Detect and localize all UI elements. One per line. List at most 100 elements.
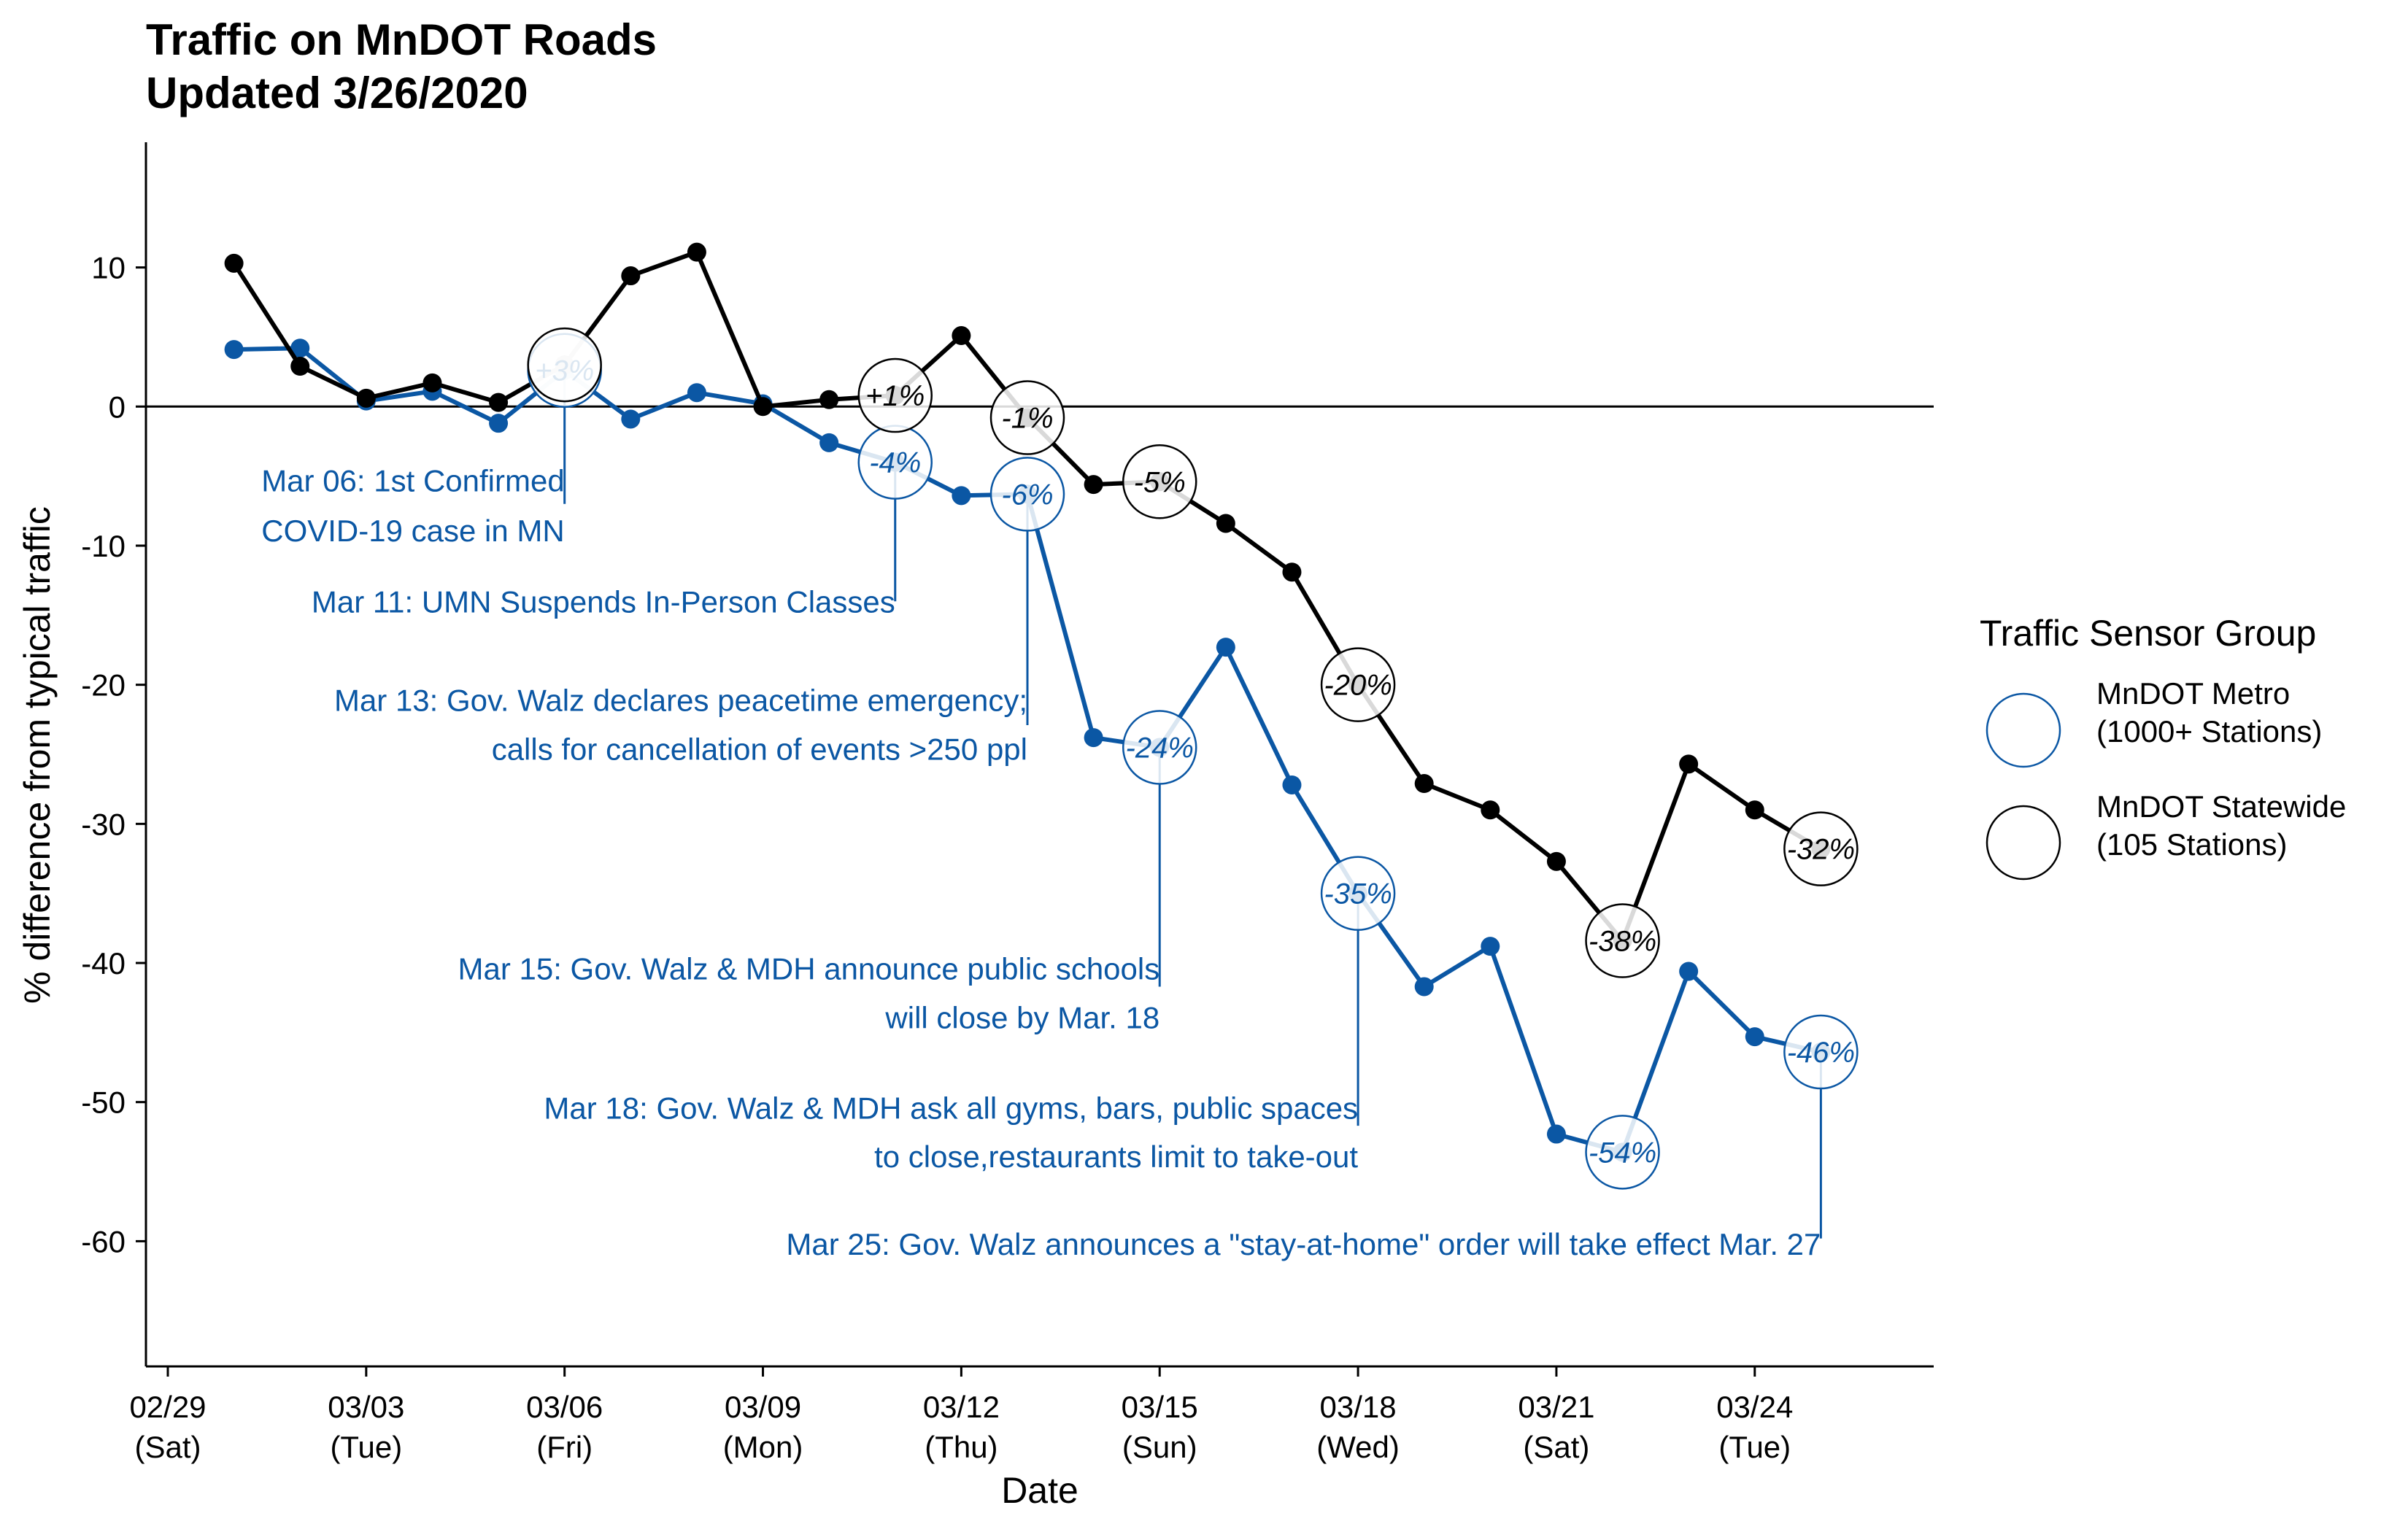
x-tick-label: 03/21 [1518, 1390, 1594, 1424]
value-bubble-label: -35% [1324, 878, 1392, 910]
y-tick-label: -40 [81, 946, 126, 980]
legend-label-metro-line1: MnDOT Metro [2096, 676, 2290, 711]
annotation-text: COVID-19 case in MN [261, 514, 564, 548]
annotation-text: Mar 25: Gov. Walz announces a "stay-at-h… [786, 1227, 1821, 1261]
annotation-text: to close,restaurants limit to take-out [874, 1140, 1358, 1174]
x-axis-ticks: 02/29 (Sat) 03/03 (Tue) 03/06 (Fri) 03/09 (Mon)… [129, 1366, 1793, 1464]
x-tick-label: 02/29 [129, 1390, 206, 1424]
x-tick-sublabel: (Fri) [536, 1430, 593, 1464]
y-tick-label: -10 [81, 529, 126, 563]
metro-data-point [1481, 937, 1500, 956]
value-bubble [1122, 444, 1197, 519]
y-axis-ticks: 10 0 -10 -20 -30 -40 -50 -60 [81, 251, 146, 1258]
legend-title: Traffic Sensor Group [1980, 613, 2316, 654]
x-tick-label: 03/09 [725, 1390, 801, 1424]
chart-subtitle: Updated 3/26/2020 [146, 69, 528, 117]
x-tick-sublabel: (Sat) [1523, 1430, 1589, 1464]
value-bubble-label: -46% [1787, 1037, 1855, 1069]
chart-title: Traffic on MnDOT Roads [146, 15, 657, 64]
x-tick-label: 03/12 [923, 1390, 1000, 1424]
x-axis-title: Date [1001, 1470, 1078, 1511]
statewide-data-point [422, 373, 442, 392]
y-axis-title: % difference from typical traffic [17, 506, 58, 1004]
x-tick-sublabel: (Tue) [1718, 1430, 1791, 1464]
x-tick-sublabel: (Sat) [134, 1430, 201, 1464]
statewide-data-point [1084, 475, 1103, 495]
x-tick-label: 03/18 [1320, 1390, 1397, 1424]
annotation-text: Mar 13: Gov. Walz declares peacetime eme… [334, 684, 1027, 718]
legend-key-metro [1986, 692, 2061, 768]
y-tick-label: 10 [91, 251, 126, 285]
annotation-text: Mar 15: Gov. Walz & MDH announce public … [458, 952, 1159, 986]
value-bubble [1783, 811, 1859, 886]
metro-data-point [224, 340, 244, 360]
metro-data-point [1546, 1124, 1566, 1144]
value-bubble-label: -1% [1001, 403, 1053, 435]
value-bubble [1320, 647, 1396, 722]
metro-data-point [1414, 977, 1434, 997]
statewide-data-point [687, 242, 706, 262]
statewide-data-point [1481, 800, 1500, 820]
x-tick-label: 03/24 [1716, 1390, 1793, 1424]
statewide-data-point [952, 326, 971, 346]
x-tick-sublabel: (Thu) [925, 1430, 997, 1464]
value-bubble [1585, 903, 1660, 978]
bubble-layer: +3%-4%-6%-24%-35%-54%-46%+1%-1%-5%-20%-3… [527, 327, 1859, 1190]
metro-data-point [290, 338, 310, 358]
x-tick-label: 03/03 [328, 1390, 404, 1424]
legend-label-metro-line2: (1000+ Stations) [2096, 714, 2322, 748]
annotation-text: Mar 11: UMN Suspends In-Person Classes [312, 584, 895, 619]
statewide-data-point [1216, 514, 1235, 533]
value-bubble [1320, 856, 1396, 931]
statewide-data-point [489, 392, 509, 412]
value-bubble [1585, 1115, 1660, 1190]
metro-data-point [489, 414, 509, 433]
value-bubble-label: -5% [1134, 466, 1186, 498]
legend-key-statewide [1986, 805, 2061, 881]
x-tick-label: 03/15 [1122, 1390, 1198, 1424]
statewide-data-point [1745, 800, 1764, 820]
statewide-data-point [1546, 851, 1566, 871]
statewide-data-point [290, 356, 310, 376]
metro-data-point [1745, 1027, 1764, 1047]
value-bubble-label: -24% [1126, 732, 1194, 764]
value-bubble-label: -38% [1589, 926, 1656, 958]
legend-label-statewide-line1: MnDOT Statewide [2096, 789, 2346, 824]
y-tick-label: -60 [81, 1224, 126, 1258]
value-bubble-label: -32% [1787, 834, 1855, 866]
value-bubble-label: +1% [865, 380, 925, 412]
value-bubble [1783, 1014, 1859, 1090]
annotation-texts: Mar 06: 1st Confirmed COVID-19 case in MN… [261, 463, 1821, 1261]
metro-data-point [1679, 962, 1699, 981]
y-tick-label: -20 [81, 668, 126, 703]
statewide-data-point [356, 388, 376, 408]
value-bubble [527, 327, 602, 403]
statewide-data-point [1679, 754, 1699, 774]
annotation-text: will close by Mar. 18 [884, 1000, 1159, 1034]
value-bubble-label: -6% [1001, 479, 1053, 511]
statewide-data-point [1414, 774, 1434, 794]
y-tick-label: -30 [81, 807, 126, 841]
metro-data-point [1216, 638, 1235, 657]
metro-data-point [687, 383, 706, 403]
statewide-data-point [1282, 562, 1302, 582]
annotation-text: Mar 18: Gov. Walz & MDH ask all gyms, ba… [544, 1091, 1358, 1125]
metro-data-point [952, 486, 971, 506]
y-tick-label: -50 [81, 1086, 126, 1120]
value-bubble [989, 380, 1065, 455]
statewide-data-point [621, 266, 641, 286]
y-tick-label: 0 [109, 390, 126, 424]
metro-data-point [1282, 775, 1302, 794]
x-tick-sublabel: (Tue) [330, 1430, 402, 1464]
statewide-data-point [224, 253, 244, 273]
metro-data-point [819, 433, 839, 452]
annotation-text: calls for cancellation of events >250 pp… [492, 732, 1027, 766]
statewide-data-point [753, 397, 773, 417]
x-tick-sublabel: (Mon) [723, 1430, 803, 1464]
value-bubble-label: -4% [869, 447, 921, 479]
legend-label-statewide-line2: (105 Stations) [2096, 827, 2287, 862]
metro-data-point [621, 409, 641, 429]
value-bubble [1122, 710, 1197, 785]
x-tick-sublabel: (Wed) [1316, 1430, 1400, 1464]
